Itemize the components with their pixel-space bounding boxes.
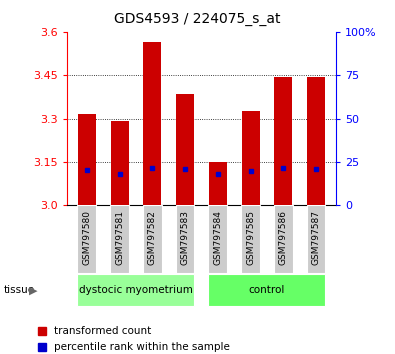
Bar [209,274,325,306]
Text: GSM797580: GSM797580 [82,210,91,265]
Text: GSM797585: GSM797585 [246,210,255,265]
Bar [176,94,194,205]
Text: GSM797583: GSM797583 [181,210,190,265]
Text: GSM797581: GSM797581 [115,210,124,265]
Bar [307,77,325,205]
Bar [209,205,227,273]
Text: GSM797584: GSM797584 [213,210,222,265]
Text: GSM797582: GSM797582 [148,210,157,265]
Bar [111,121,128,205]
Text: dystocic myometrium: dystocic myometrium [79,285,193,295]
Text: GSM797586: GSM797586 [279,210,288,265]
Bar [77,205,96,273]
Text: ▶: ▶ [29,285,38,295]
Text: GDS4593 / 224075_s_at: GDS4593 / 224075_s_at [114,12,281,27]
Bar [143,205,162,273]
Text: tissue: tissue [4,285,35,295]
Text: transformed count: transformed count [54,326,151,336]
Bar [275,77,292,205]
Bar [77,274,194,306]
Text: percentile rank within the sample: percentile rank within the sample [54,342,230,352]
Text: GSM797587: GSM797587 [312,210,321,265]
Bar [241,205,260,273]
Bar [110,205,129,273]
Bar [307,205,325,273]
Bar [242,112,260,205]
Bar [209,162,227,205]
Bar [274,205,293,273]
Bar [143,42,161,205]
Bar [78,114,96,205]
Text: control: control [249,285,285,295]
Bar [176,205,194,273]
